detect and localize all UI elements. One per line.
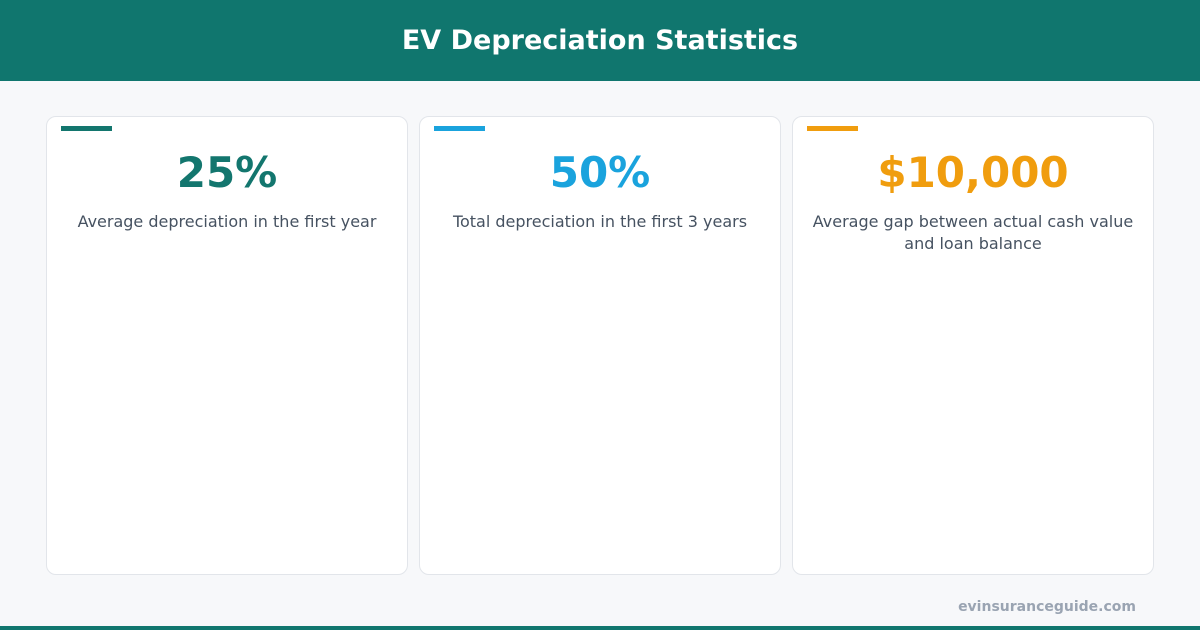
accent-bar bbox=[434, 126, 485, 131]
stat-description: Total depreciation in the first 3 years bbox=[452, 212, 748, 231]
bottom-bar bbox=[0, 626, 1200, 630]
accent-bar bbox=[61, 126, 112, 131]
stat-description: Average gap between actual cash value an… bbox=[812, 212, 1134, 253]
stat-value: $10,000 bbox=[877, 148, 1069, 197]
stat-card: $10,000 Average gap between actual cash v… bbox=[792, 116, 1154, 575]
card-row: 25% Average depreciation in the first yea… bbox=[46, 116, 1154, 575]
stat-card: 50% Total depreciation in the first 3 yea… bbox=[419, 116, 781, 575]
footer-source: evinsuranceguide.com bbox=[958, 599, 1136, 615]
header-title: EV Depreciation Statistics bbox=[0, 0, 1200, 81]
stat-description: Average depreciation in the first year bbox=[77, 212, 377, 231]
stat-card: 25% Average depreciation in the first yea… bbox=[46, 116, 408, 575]
accent-bar bbox=[807, 126, 858, 131]
stat-value: 25% bbox=[176, 148, 278, 197]
stat-value: 50% bbox=[549, 148, 651, 197]
